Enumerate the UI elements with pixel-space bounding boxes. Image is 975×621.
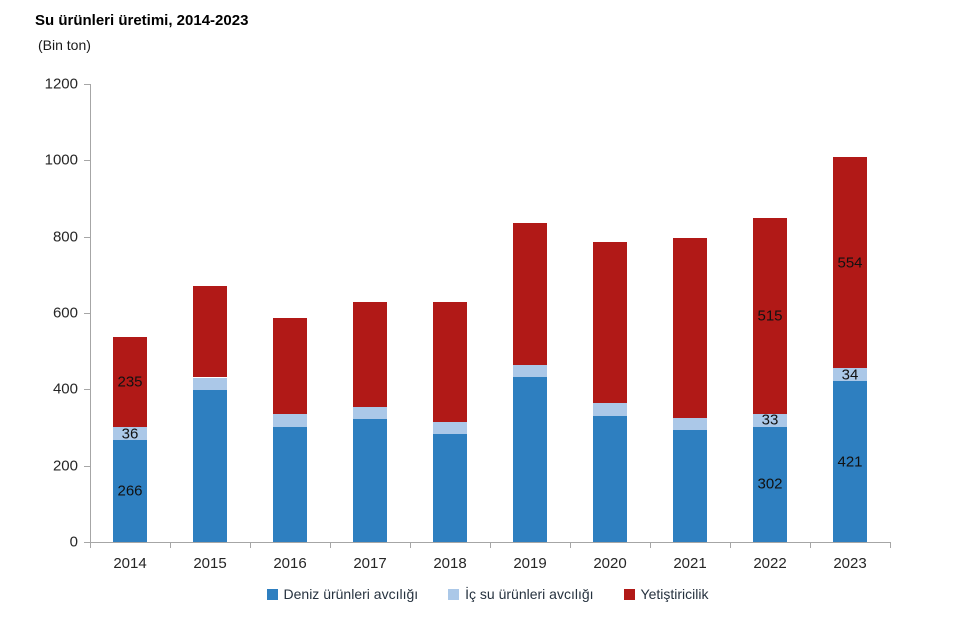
- bar-value-label: 33: [761, 411, 779, 429]
- bar-segment-2020-0: [593, 415, 627, 542]
- y-axis-tick-label: 0: [69, 533, 78, 551]
- legend-item-1: İç su ürünleri avcılığı: [448, 586, 594, 602]
- x-axis-tick: [810, 543, 811, 548]
- bar-segment-2019-1: [513, 364, 547, 378]
- legend-swatch-icon: [623, 588, 635, 600]
- y-axis-tick: [84, 542, 90, 543]
- y-axis-tick-label: 1200: [44, 75, 78, 93]
- x-axis-tick: [650, 543, 651, 548]
- bar-value-label: 515: [757, 307, 783, 325]
- bar-segment-2020-2: [593, 242, 627, 404]
- bar-segment-2022-1: [753, 414, 787, 427]
- legend-item-2: Yetiştiricilik: [623, 586, 709, 602]
- x-axis-category-label: 2017: [353, 555, 387, 572]
- x-axis-category-label: 2015: [193, 555, 227, 572]
- bar-segment-2015-0: [193, 390, 227, 542]
- bar-value-label: 302: [757, 475, 783, 493]
- y-axis-tick-label: 200: [52, 457, 78, 475]
- legend-label: Deniz ürünleri avcılığı: [283, 586, 419, 602]
- bar-segment-2019-0: [513, 377, 547, 542]
- x-axis-tick: [410, 543, 411, 548]
- x-axis-line: [90, 542, 891, 543]
- chart-title: Su ürünleri üretimi, 2014-2023: [35, 12, 249, 29]
- bar-value-label: 34: [841, 366, 859, 384]
- bar-value-label: 554: [837, 254, 863, 272]
- bar-segment-2016-0: [273, 427, 307, 542]
- bar-segment-2023-0: [833, 381, 867, 542]
- bar-segment-2023-2: [833, 156, 867, 369]
- y-axis-tick-label: 600: [52, 304, 78, 322]
- chart-legend: Deniz ürünleri avcılığı İç su ürünleri av…: [0, 586, 975, 602]
- bar-value-label: 266: [117, 482, 143, 500]
- x-axis-category-label: 2023: [833, 555, 867, 572]
- legend-item-0: Deniz ürünleri avcılığı: [266, 586, 419, 602]
- bar-segment-2021-2: [673, 237, 707, 418]
- y-axis-tick: [84, 389, 90, 391]
- bar-value-label: 36: [121, 425, 139, 443]
- bar-segment-2022-2: [753, 217, 787, 415]
- y-axis-tick: [84, 84, 90, 85]
- bar-segment-2016-1: [273, 414, 307, 428]
- y-axis-tick-label: 400: [52, 380, 78, 398]
- bar-segment-2021-1: [673, 417, 707, 430]
- bar-segment-2018-1: [433, 422, 467, 434]
- x-axis-category-label: 2022: [753, 555, 787, 572]
- x-axis-tick: [890, 543, 891, 548]
- bar-value-label: 421: [837, 453, 863, 471]
- bar-segment-2018-0: [433, 433, 467, 542]
- y-axis-tick: [84, 465, 90, 467]
- chart-subtitle: (Bin ton): [38, 37, 91, 53]
- x-axis-tick: [250, 543, 251, 548]
- y-axis-line: [90, 84, 91, 543]
- legend-label: İç su ürünleri avcılığı: [465, 586, 594, 602]
- legend-swatch-icon: [266, 588, 278, 600]
- x-axis-category-label: 2014: [113, 555, 147, 572]
- x-axis-tick: [170, 543, 171, 548]
- bar-segment-2023-1: [833, 368, 867, 382]
- bar-segment-2019-2: [513, 222, 547, 365]
- x-axis-tick: [730, 543, 731, 548]
- bar-segment-2015-1: [193, 377, 227, 391]
- bar-segment-2018-2: [433, 301, 467, 423]
- bar-segment-2017-0: [353, 419, 387, 542]
- bar-segment-2014-1: [113, 426, 147, 441]
- y-axis-tick: [84, 236, 90, 238]
- y-axis-tick: [84, 160, 90, 162]
- bar-segment-2021-0: [673, 429, 707, 542]
- x-axis-tick: [570, 543, 571, 548]
- x-axis-category-label: 2016: [273, 555, 307, 572]
- x-axis-category-label: 2020: [593, 555, 627, 572]
- bar-segment-2015-2: [193, 285, 227, 378]
- x-axis-tick: [330, 543, 331, 548]
- legend-swatch-icon: [448, 588, 460, 600]
- y-axis-tick-label: 1000: [44, 151, 78, 169]
- x-axis-category-label: 2021: [673, 555, 707, 572]
- bar-segment-2016-2: [273, 317, 307, 415]
- bar-segment-2014-2: [113, 337, 147, 427]
- bar-segment-2022-0: [753, 426, 787, 542]
- bar-segment-2017-2: [353, 301, 387, 407]
- bar-segment-2014-0: [113, 440, 147, 542]
- bar-segment-2017-1: [353, 406, 387, 420]
- legend-label: Yetiştiricilik: [640, 586, 709, 602]
- bar-value-label: 235: [117, 373, 143, 391]
- x-axis-category-label: 2019: [513, 555, 547, 572]
- x-axis-tick: [490, 543, 491, 548]
- x-axis-tick: [90, 543, 91, 548]
- y-axis-tick-label: 800: [52, 228, 78, 246]
- x-axis-category-label: 2018: [433, 555, 467, 572]
- y-axis-tick: [84, 313, 90, 314]
- bar-segment-2020-1: [593, 403, 627, 416]
